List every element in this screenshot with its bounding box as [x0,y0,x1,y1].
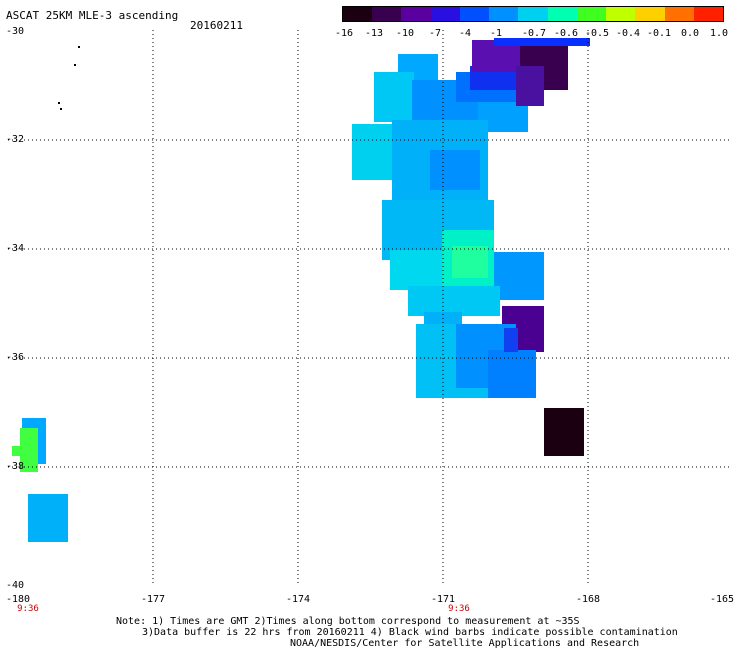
note-line-3: NOAA/NESDIS/Center for Satellite Applica… [290,638,640,649]
colorbar [342,6,724,22]
colorbar-segment-5 [489,7,519,21]
colorbar-label-4: -4 [458,28,472,39]
colorbar-label-0: -16 [334,28,354,39]
blue-patch-small [504,328,518,352]
y-label-5: -40 [6,580,25,591]
colorbar-segment-2 [401,7,431,21]
colorbar-label-9: -0.4 [615,28,641,39]
x-label-5: -165 [709,594,735,605]
colorbar-label-7: -0.6 [553,28,579,39]
colorbar-label-10: -0.1 [646,28,672,39]
y-label-2: -34 [6,243,25,254]
colorbar-segment-1 [372,7,402,21]
colorbar-segment-9 [606,7,636,21]
colorbar-label-12: 1.0 [709,28,729,39]
colorbar-label-5: -1 [489,28,503,39]
west-patch-blue-south [28,494,68,542]
purple-patch-north-2 [516,66,544,106]
colorbar-segment-6 [518,7,548,21]
gridlines [8,30,730,586]
colorbar-segment-0 [343,7,373,21]
y-label-0: -30 [6,26,25,37]
colorbar-label-11: 0.0 [680,28,700,39]
x-label-0: -180 [5,594,31,605]
time-label-1: 9:36 [448,604,470,614]
speck-3 [58,102,60,104]
swath-blue-east [494,252,544,300]
data-field [12,38,590,542]
colorbar-segment-11 [664,7,694,21]
time-label-0: 9:36 [17,604,39,614]
swath-south-east [488,350,536,398]
swath-cyan-south [408,286,500,316]
y-label-4: -38 [6,461,25,472]
dark-patch-south [544,408,584,456]
west-patch-green [20,428,38,472]
note-line-1: Note: 1) Times are GMT 2)Times along bot… [116,616,580,627]
y-label-3: -36 [6,352,25,363]
swath-green-highlight [452,246,488,278]
colorbar-label-3: -7 [428,28,442,39]
west-patch-green-edge [12,446,24,456]
x-label-2: -174 [285,594,311,605]
colorbar-segment-7 [547,7,577,21]
colorbar-label-6: -0.7 [521,28,547,39]
colorbar-label-2: -10 [395,28,415,39]
colorbar-label-8: -0.5 [584,28,610,39]
x-label-3: -171 [430,594,456,605]
swath-north-left [374,72,414,122]
y-label-1: -32 [6,134,25,145]
note-line-2: 3)Data buffer is 22 hrs from 20160211 4)… [142,627,678,638]
x-label-4: -168 [575,594,601,605]
x-label-1: -177 [140,594,166,605]
swath-west-column [352,124,394,180]
blue-band-north [494,38,590,46]
colorbar-label-1: -13 [364,28,384,39]
speck-1 [78,46,80,48]
colorbar-segment-12 [693,7,723,21]
map-title: ASCAT 25KM MLE-3 ascending [6,9,179,22]
map-date: 20160211 [190,19,243,32]
colorbar-segment-8 [576,7,607,21]
speck-2 [74,64,76,66]
swath-center-blue [430,150,480,190]
colorbar-segment-10 [635,7,665,21]
colorbar-segment-4 [459,7,490,21]
speck-4 [60,108,62,110]
colorbar-segment-3 [430,7,460,21]
